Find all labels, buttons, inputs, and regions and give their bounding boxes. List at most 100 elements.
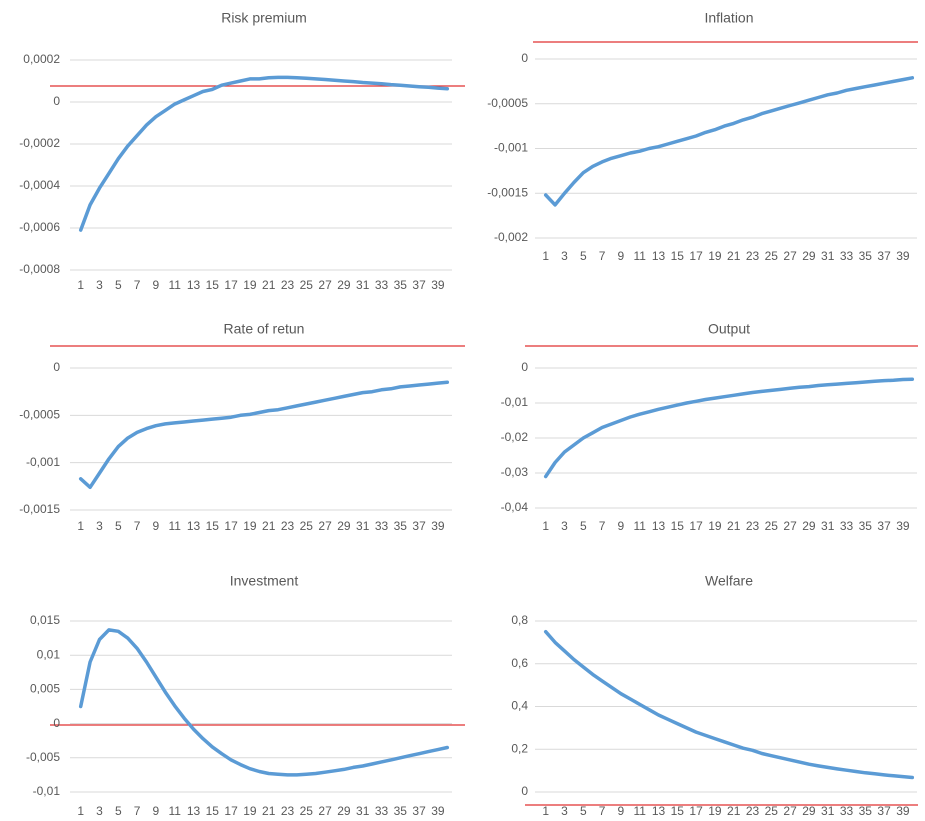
x-tick-label: 15 [206, 804, 220, 818]
x-tick-label: 39 [431, 278, 445, 292]
x-tick-label: 25 [300, 519, 314, 533]
x-tick-label: 39 [896, 519, 910, 533]
x-tick-label: 23 [281, 278, 295, 292]
x-tick-label: 1 [542, 804, 549, 818]
x-tick-label: 9 [153, 278, 160, 292]
chart-title: Inflation [704, 10, 753, 26]
data-line [78, 628, 450, 777]
x-tick-label: 1 [542, 519, 549, 533]
x-tick-label: 19 [243, 804, 257, 818]
x-tick-label: 33 [375, 278, 389, 292]
x-tick-label: 13 [652, 249, 666, 263]
x-tick-label: 37 [412, 804, 426, 818]
x-tick-label: 11 [168, 804, 181, 818]
x-tick-label: 17 [689, 519, 703, 533]
x-tick-label: 29 [802, 519, 816, 533]
y-tick-label: -0,0015 [487, 185, 528, 199]
x-tick-label: 33 [840, 249, 854, 263]
x-tick-label: 27 [783, 249, 797, 263]
x-tick-label: 19 [708, 519, 722, 533]
mark-layer: Risk premium -0,0008 -0,0006 -0,0004 -0,0002… [19, 10, 915, 818]
x-tick-label: 5 [580, 249, 587, 263]
x-tick-label: 3 [96, 519, 103, 533]
x-tick-label: 13 [187, 519, 201, 533]
x-tick-label: 13 [187, 804, 201, 818]
x-tick-label: 21 [727, 804, 741, 818]
x-tick-label: 11 [633, 519, 646, 533]
x-tick-label: 33 [375, 804, 389, 818]
y-tick-label: 0,0002 [23, 52, 60, 66]
x-tick-label: 3 [96, 278, 103, 292]
x-tick-label: 13 [652, 519, 666, 533]
x-tick-label: 25 [765, 249, 779, 263]
x-tick-label: 21 [262, 804, 276, 818]
y-tick-label: -0,005 [26, 750, 60, 764]
y-tick-label: 0,005 [30, 682, 60, 696]
x-tick-label: 27 [318, 278, 332, 292]
x-tick-label: 21 [262, 519, 276, 533]
y-tick-label: -0,001 [26, 455, 60, 469]
x-tick-label: 21 [262, 278, 276, 292]
y-tick-label: 0 [53, 94, 60, 108]
data-line [543, 629, 915, 780]
x-tick-label: 13 [187, 278, 201, 292]
x-tick-label: 5 [115, 519, 122, 533]
x-tick-label: 29 [337, 519, 351, 533]
x-tick-label: 29 [337, 804, 351, 818]
x-tick-label: 1 [77, 519, 84, 533]
y-tick-label: -0,0015 [19, 502, 60, 516]
x-tick-label: 35 [394, 804, 408, 818]
x-tick-label: 31 [356, 804, 370, 818]
x-tick-label: 29 [337, 278, 351, 292]
x-tick-label: 37 [412, 278, 426, 292]
x-tick-label: 25 [300, 804, 314, 818]
data-line [78, 75, 450, 232]
y-tick-label: -0,0004 [19, 178, 60, 192]
x-tick-label: 3 [561, 249, 568, 263]
x-tick-label: 23 [746, 249, 760, 263]
x-tick-label: 1 [77, 278, 84, 292]
x-tick-label: 35 [394, 519, 408, 533]
x-tick-label: 39 [431, 804, 445, 818]
x-tick-label: 13 [652, 804, 666, 818]
y-tick-label: -0,001 [494, 141, 528, 155]
chart-title: Output [708, 321, 750, 337]
y-tick-label: -0,03 [501, 465, 529, 479]
x-tick-label: 7 [134, 804, 141, 818]
y-tick-label: -0,0006 [19, 220, 60, 234]
x-tick-label: 25 [300, 278, 314, 292]
x-tick-label: 37 [412, 519, 426, 533]
x-tick-label: 7 [599, 804, 606, 818]
y-tick-label: 0,4 [511, 699, 528, 713]
x-tick-label: 39 [896, 804, 910, 818]
y-tick-label: 0,6 [511, 656, 528, 670]
reference-lines [50, 41, 918, 806]
data-line [543, 377, 915, 479]
y-tick-label: -0,0005 [487, 96, 528, 110]
x-tick-label: 15 [671, 249, 685, 263]
x-tick-label: 1 [542, 249, 549, 263]
x-tick-label: 27 [783, 804, 797, 818]
x-tick-label: 37 [877, 249, 891, 263]
x-tick-label: 35 [859, 519, 873, 533]
x-tick-label: 19 [243, 278, 257, 292]
x-tick-label: 23 [281, 519, 295, 533]
x-tick-label: 23 [746, 804, 760, 818]
x-tick-label: 19 [708, 249, 722, 263]
x-tick-label: 31 [821, 519, 835, 533]
x-tick-label: 7 [134, 278, 141, 292]
x-tick-label: 7 [599, 249, 606, 263]
y-tick-label: -0,0008 [19, 262, 60, 276]
x-tick-label: 19 [708, 804, 722, 818]
x-tick-label: 33 [840, 519, 854, 533]
y-tick-label: 0 [53, 360, 60, 374]
data-line [78, 380, 450, 490]
x-tick-label: 29 [802, 249, 816, 263]
x-tick-label: 25 [765, 519, 779, 533]
x-tick-label: 11 [633, 249, 646, 263]
data-line [543, 76, 915, 207]
y-tick-label: 0 [521, 51, 528, 65]
x-tick-label: 15 [206, 278, 220, 292]
x-tick-label: 15 [671, 804, 685, 818]
